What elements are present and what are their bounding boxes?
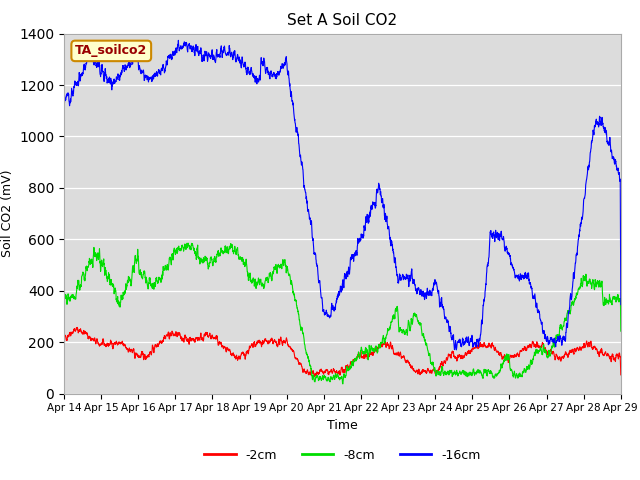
Text: TA_soilco2: TA_soilco2 [75, 44, 147, 58]
X-axis label: Time: Time [327, 419, 358, 432]
Y-axis label: Soil CO2 (mV): Soil CO2 (mV) [1, 170, 13, 257]
Title: Set A Soil CO2: Set A Soil CO2 [287, 13, 397, 28]
Legend: -2cm, -8cm, -16cm: -2cm, -8cm, -16cm [199, 444, 486, 467]
